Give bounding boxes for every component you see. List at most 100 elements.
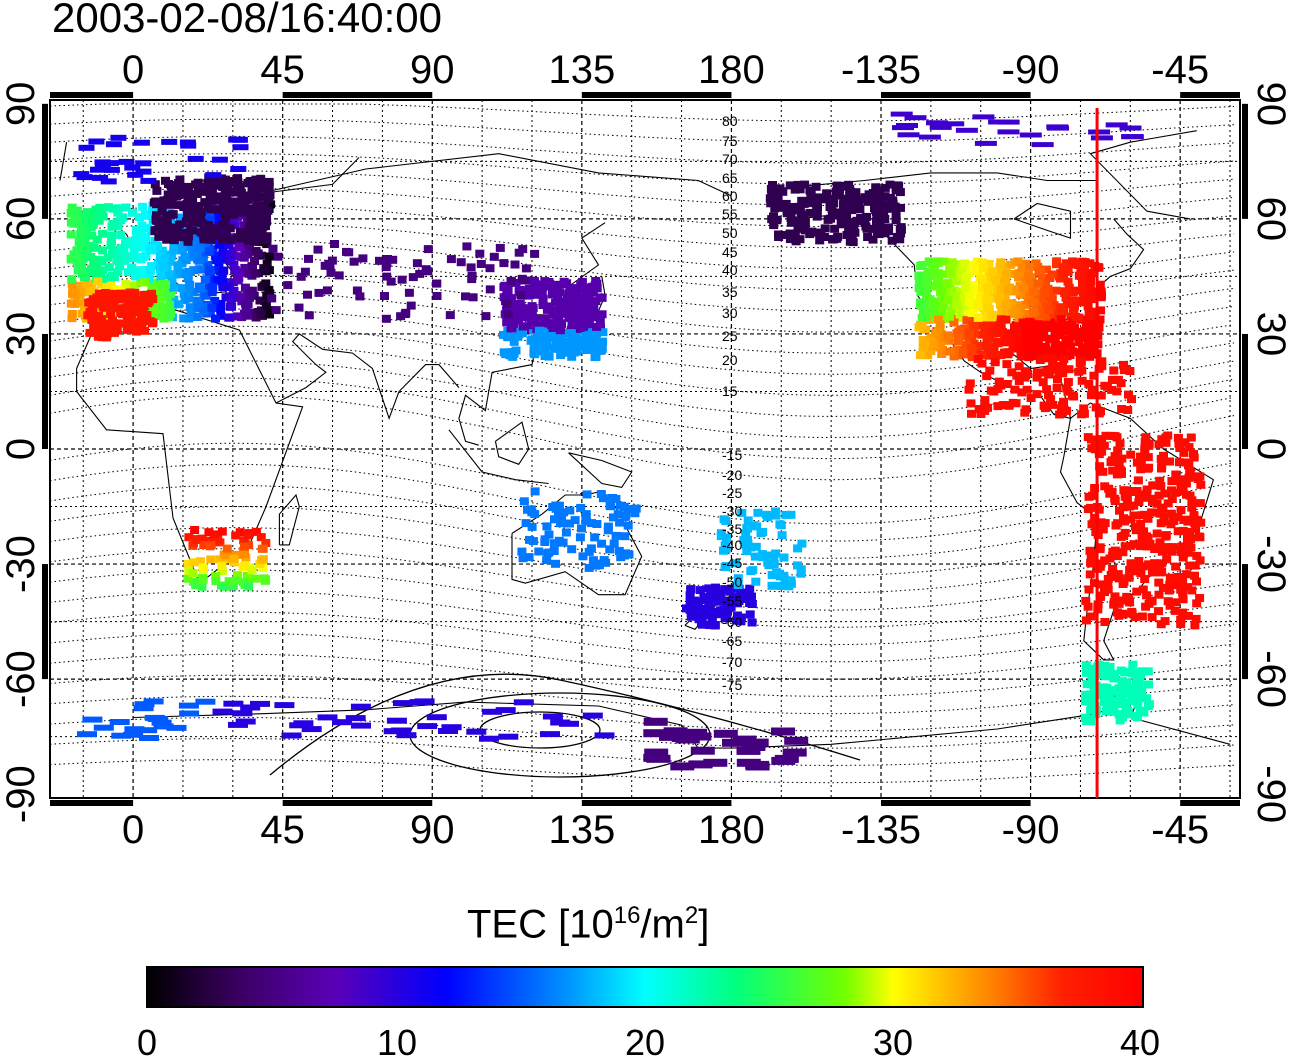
tec-cell <box>1085 259 1095 268</box>
tec-cell <box>520 276 530 285</box>
tec-cell <box>581 286 591 295</box>
tec-cell <box>229 204 239 213</box>
x-tick-bottom: -135 <box>841 808 921 852</box>
tec-cell <box>108 302 118 311</box>
tec-cell <box>521 519 531 528</box>
tec-cell <box>974 288 984 297</box>
tec-cell <box>540 319 550 328</box>
tec-cell <box>927 340 937 349</box>
tec-cell <box>1156 454 1166 463</box>
y-tick-left: 60 <box>0 197 43 242</box>
mlat-label: 70 <box>722 151 738 167</box>
tec-cell <box>551 559 560 568</box>
tec-cell <box>303 290 312 299</box>
tec-cell <box>222 194 232 202</box>
tec-cell <box>159 263 169 272</box>
tec-cell <box>382 259 392 268</box>
tec-cell <box>805 186 815 195</box>
tec-cell <box>1074 338 1084 347</box>
tec-cell <box>1132 587 1142 596</box>
tec-cell <box>552 280 562 289</box>
tec-cell <box>1021 300 1031 309</box>
tec-cell <box>184 195 194 204</box>
tec-cell <box>567 545 577 554</box>
tec-cell <box>135 168 152 175</box>
tec-cell <box>1063 387 1073 396</box>
tec-cell <box>1064 365 1074 374</box>
tec-cell <box>990 324 999 333</box>
tec-cell <box>228 721 248 728</box>
tec-cell <box>1161 433 1171 442</box>
tec-cell <box>1052 257 1062 266</box>
tec-cell <box>579 309 589 318</box>
tec-cell <box>304 254 313 263</box>
mlat-contour <box>49 342 1235 417</box>
tec-cell <box>1042 385 1052 394</box>
tec-cell <box>768 193 778 202</box>
tec-cell <box>1187 503 1197 512</box>
tec-cell <box>1188 472 1198 481</box>
tec-cell <box>161 138 178 145</box>
tec-cell <box>797 539 807 548</box>
tec-cell <box>162 235 172 244</box>
tec-cell <box>952 301 962 309</box>
tec-cell <box>776 582 786 590</box>
tec-cell <box>1086 612 1096 621</box>
tec-cell <box>767 581 777 590</box>
tec-cell <box>890 111 913 117</box>
tec-cell <box>154 222 164 231</box>
tec-cell <box>157 207 167 216</box>
y-tick-right: -90 <box>1249 765 1292 823</box>
tec-cell <box>1195 556 1205 565</box>
tec-cell <box>1090 135 1113 141</box>
tec-cell <box>183 560 193 568</box>
tec-cell <box>1086 276 1096 285</box>
tec-cell <box>1079 259 1088 268</box>
tec-cell <box>709 593 719 602</box>
tec-cell <box>939 335 949 344</box>
tec-cell <box>147 246 157 255</box>
tec-cell <box>243 207 253 216</box>
tec-cell <box>742 524 752 532</box>
tec-cell <box>516 290 526 299</box>
tec-cell <box>1157 547 1167 556</box>
tec-cell <box>140 177 157 184</box>
tec-cell <box>179 710 200 717</box>
tec-cell <box>582 712 603 719</box>
tec-cell <box>1165 580 1175 589</box>
tec-cell <box>1177 475 1187 484</box>
tec-cell <box>1143 667 1153 676</box>
tec-cell <box>964 330 974 339</box>
tec-cell <box>671 734 696 742</box>
tec-cell <box>879 210 889 219</box>
y-tick-right: 60 <box>1249 197 1292 242</box>
tec-cell <box>763 558 773 567</box>
mlat-contour <box>49 325 1235 396</box>
tec-cell <box>1110 452 1120 461</box>
tec-cell <box>831 187 841 196</box>
tec-cell <box>1121 134 1144 140</box>
tec-cell <box>1142 694 1151 703</box>
tec-cell <box>550 719 571 726</box>
tec-cell <box>251 574 261 583</box>
mlat-label: -40 <box>722 537 742 553</box>
tec-cell <box>529 348 539 357</box>
tec-cell <box>114 295 124 304</box>
tec-cell <box>738 595 748 603</box>
tec-cell <box>992 269 1002 278</box>
tec-cell <box>93 724 114 731</box>
tec-cell <box>933 275 943 284</box>
tec-cell <box>98 246 107 255</box>
bottom-border-bar <box>1180 800 1240 806</box>
tec-cell <box>623 505 633 514</box>
tec-cell <box>86 287 96 296</box>
x-tick-top: 135 <box>548 48 615 92</box>
tec-cell <box>1122 493 1131 501</box>
tec-cell <box>183 287 192 295</box>
tec-cell <box>1167 547 1177 556</box>
tec-cell <box>185 280 195 289</box>
tec-cell <box>1039 329 1049 338</box>
tec-cell <box>179 314 189 323</box>
tec-cell <box>577 303 587 312</box>
tec-cell <box>184 232 193 241</box>
